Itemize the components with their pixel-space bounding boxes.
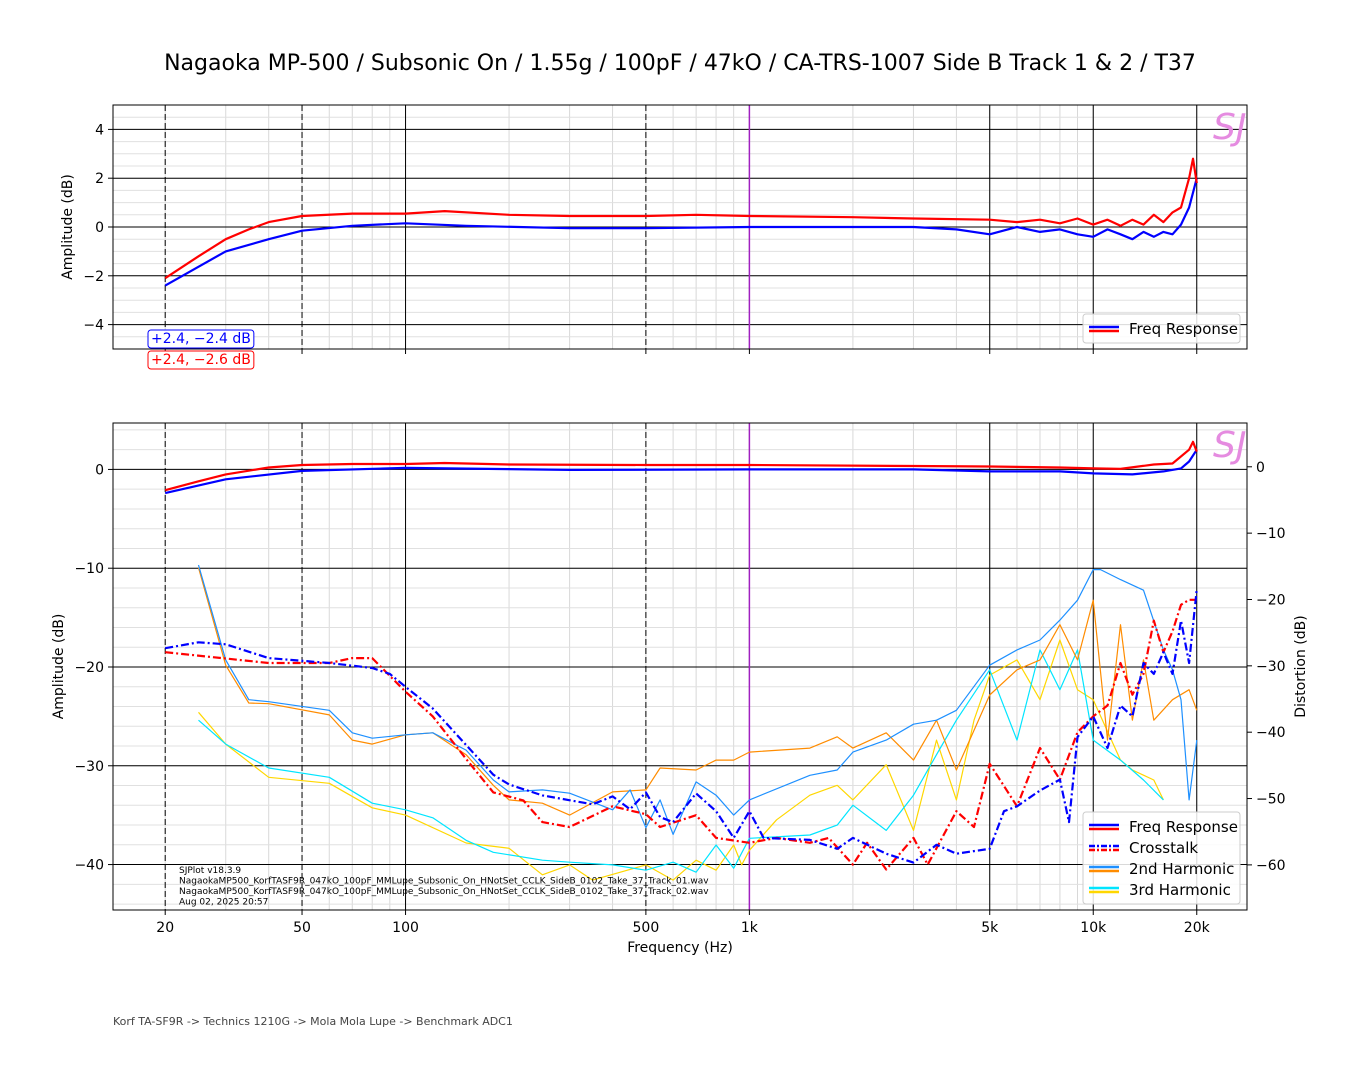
panel-1: 0 −10 −20 −30 −40 0 −10 −20 −30 −40 −50 −60 20 50 100 5… (51, 422, 1309, 956)
x-tick-label: 5k (981, 920, 999, 936)
x-axis-label: Frequency (Hz) (627, 940, 733, 956)
y-axis-label: Amplitude (dB) (60, 174, 76, 280)
y-tick-label: −20 (74, 660, 104, 676)
series-line-2nd-harmonic-l- (197, 567, 1198, 816)
y2-tick-label: 0 (1256, 460, 1265, 476)
y-tick-label: 4 (95, 122, 104, 138)
y2-axis-label: Distortion (dB) (1293, 615, 1309, 717)
legend-label: Freq Response (1129, 818, 1238, 836)
chart-title: Nagaoka MP-500 / Subsonic On / 1.55g / 1… (164, 51, 1196, 76)
series-line-freq-response-l- (164, 440, 1198, 492)
info-line: NagaokaMP500_KorfTASF9R_047kO_100pF_MMLu… (179, 877, 709, 887)
y-tick-label: −30 (74, 759, 104, 775)
legend-label: 2nd Harmonic (1129, 860, 1234, 878)
sj-logo: SJ (1213, 107, 1246, 148)
plot-frame (112, 422, 1248, 911)
x-tick-label: 20 (156, 920, 174, 936)
info-line: Aug 02, 2025 20:57 (179, 898, 268, 908)
y2-tick-label: −60 (1256, 858, 1286, 874)
y2-tick-label: −30 (1256, 659, 1286, 675)
annotation-box (147, 350, 255, 370)
y2-tick-label: −50 (1256, 792, 1286, 808)
range-annotation: +2.4, −2.4 dB (151, 331, 251, 347)
y-tick-label: −40 (74, 858, 104, 874)
x-tick-label: 50 (293, 920, 311, 936)
y-tick-label: −2 (83, 269, 104, 285)
series-line-freq-response-r- (164, 177, 1198, 287)
legend: Freq Response (1082, 313, 1241, 344)
series-line-freq-response-r- (164, 449, 1198, 495)
y2-tick-label: −10 (1256, 526, 1286, 542)
series-group (164, 440, 1198, 881)
series-line-crosstalk-l- (165, 598, 1197, 871)
x-tick-label: 10k (1080, 920, 1107, 936)
y-tick-label: 0 (95, 462, 104, 478)
y-tick-label: −4 (83, 318, 104, 334)
x-tick-label: 500 (633, 920, 660, 936)
x-tick-label: 1k (741, 920, 759, 936)
series-line-2nd-harmonic-r- (197, 564, 1198, 835)
series-line-freq-response-l- (164, 157, 1198, 280)
legend-label: 3rd Harmonic (1129, 881, 1231, 899)
y-tick-label: 0 (95, 220, 104, 236)
series-line-crosstalk-r- (165, 588, 1198, 864)
plot-frame (112, 104, 1248, 350)
x-tick-label: 20k (1184, 920, 1211, 936)
series-line-3rd-harmonic-l- (198, 639, 1164, 881)
y-tick-label: 2 (95, 171, 104, 187)
y-tick-label: −10 (74, 561, 104, 577)
legend-label: Crosstalk (1129, 839, 1198, 857)
legend-label: Freq Response (1129, 320, 1238, 338)
panel-0: 4 2 0 −2 −4 Amplitude (dB) SJ Freq Response (60, 104, 1248, 354)
x-tick-label: 100 (392, 920, 419, 936)
legend-box (1082, 811, 1241, 905)
annotation-box (147, 329, 255, 349)
range-annotation: +2.4, −2.6 dB (151, 352, 251, 368)
series-group (164, 157, 1198, 287)
y2-tick-label: −20 (1256, 592, 1286, 608)
legend-box (1082, 313, 1241, 344)
y-axis-label: Amplitude (dB) (51, 614, 67, 720)
sj-logo: SJ (1213, 425, 1246, 466)
y2-tick-label: −40 (1256, 725, 1286, 741)
info-line: NagaokaMP500_KorfTASF9R_047kO_100pF_MMLu… (179, 887, 709, 897)
legend: Freq Response Crosstalk 2nd Harmonic 3rd Ha… (1082, 811, 1241, 905)
series-line-3rd-harmonic-r- (198, 649, 1164, 873)
info-line: SJPlot v18.3.9 (179, 866, 241, 876)
signal-chain-footer: Korf TA-SF9R -> Technics 1210G -> Mola M… (113, 1015, 513, 1028)
